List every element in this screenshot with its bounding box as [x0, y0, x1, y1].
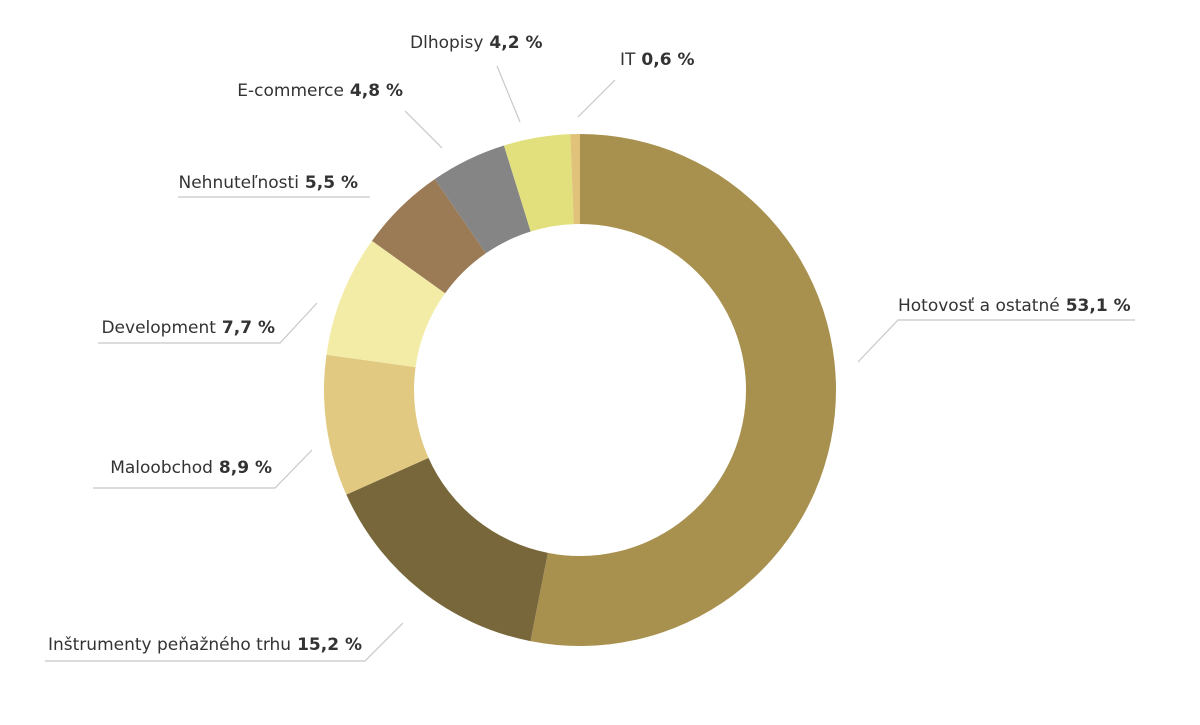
category-label: E-commerce [237, 81, 344, 101]
leader-line [98, 302, 318, 344]
leader-line [45, 622, 404, 662]
slice-label: IT 0,6 % [620, 50, 694, 70]
slice [503, 134, 574, 232]
value-label: 15,2 % [297, 635, 362, 655]
category-label: Hotovosť a ostatné [898, 296, 1060, 316]
slice-label: Development 7,7 % [101, 318, 275, 338]
slice [434, 145, 531, 254]
value-label: 4,2 % [489, 33, 542, 53]
slice-label: Maloobchod 8,9 % [110, 458, 272, 478]
category-label: IT [620, 50, 636, 70]
value-label: 8,9 % [219, 458, 272, 478]
slice [346, 457, 548, 642]
slice-label: Nehnuteľnosti 5,5 % [179, 173, 359, 193]
slice-label: Inštrumenty peňažného trhu 15,2 % [48, 635, 362, 655]
value-label: 4,8 % [350, 81, 403, 101]
slice [324, 354, 429, 495]
value-label: 5,5 % [305, 173, 358, 193]
category-label: Nehnuteľnosti [179, 173, 299, 193]
slice-label: Hotovosť a ostatné 53,1 % [898, 296, 1131, 316]
category-label: Maloobchod [110, 458, 213, 478]
value-label: 53,1 % [1066, 296, 1131, 316]
value-label: 0,6 % [641, 50, 694, 70]
leader-line [857, 319, 1135, 363]
category-label: Inštrumenty peňažného trhu [48, 635, 291, 655]
slice [371, 179, 486, 294]
leader-line [404, 110, 443, 149]
slice [530, 134, 836, 647]
leader-line [577, 79, 616, 118]
category-label: Development [101, 318, 216, 338]
leader-line [93, 449, 313, 489]
leader-line [496, 65, 521, 123]
value-label: 7,7 % [222, 318, 275, 338]
slice-label: E-commerce 4,8 % [237, 81, 403, 101]
slice [570, 134, 580, 225]
slice [326, 240, 446, 368]
category-label: Dlhopisy [410, 33, 483, 53]
slice-label: Dlhopisy 4,2 % [410, 33, 543, 53]
